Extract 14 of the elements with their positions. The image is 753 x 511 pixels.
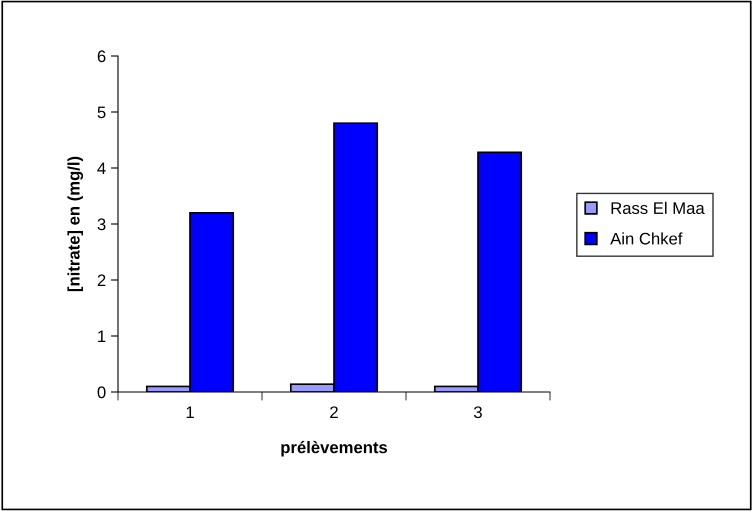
y-axis-title: [nitrate] en (mg/l) [67,156,84,292]
y-tick-label: 4 [97,162,106,174]
legend-label: Ain Chkef [610,232,682,245]
y-tick-label: 1 [98,330,106,342]
x-axis-title: prélèvements [281,440,388,457]
y-tick-label: 3 [98,218,106,230]
y-tick-label: 2 [98,274,106,286]
y-tick-label: 6 [98,50,106,62]
x-tick-label: 1 [186,406,194,418]
x-tick-label: 3 [474,406,482,418]
x-tick-label: 2 [330,406,338,418]
legend-label: Rass El Maa [612,202,705,214]
y-tick-label: 0 [98,386,106,398]
y-tick-label: 5 [98,106,106,118]
